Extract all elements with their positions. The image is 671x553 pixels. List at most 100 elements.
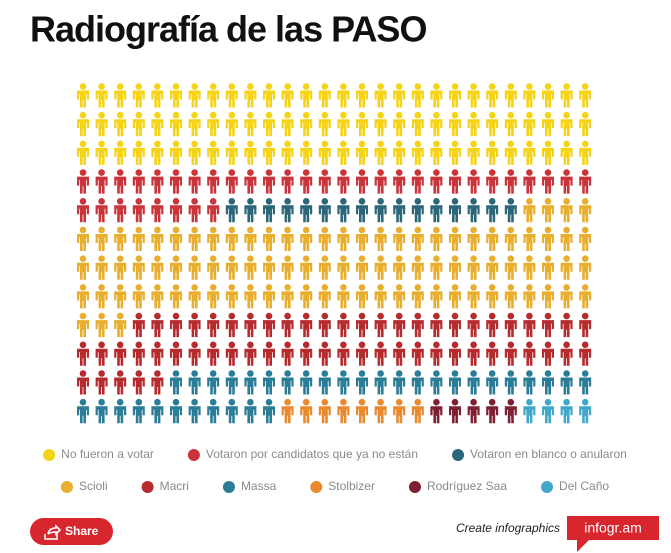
icon-body bbox=[411, 234, 424, 251]
icon-body bbox=[393, 176, 406, 194]
icon-head bbox=[433, 111, 440, 119]
person-icon bbox=[560, 83, 573, 108]
icon-head bbox=[154, 226, 161, 234]
person-icon bbox=[132, 255, 145, 280]
icon-head bbox=[377, 255, 384, 262]
person-icon bbox=[114, 169, 127, 194]
person-icon bbox=[337, 111, 350, 137]
person-icon bbox=[300, 226, 313, 251]
legend-swatch bbox=[222, 481, 235, 493]
legend-label: Stolbizer bbox=[328, 479, 375, 493]
icon-head bbox=[116, 284, 124, 291]
icon-body bbox=[225, 176, 238, 194]
icon-head bbox=[433, 83, 440, 90]
person-icon bbox=[225, 370, 238, 395]
person-icon bbox=[504, 198, 517, 223]
person-icon bbox=[281, 140, 294, 165]
icon-body bbox=[356, 119, 368, 137]
person-icon bbox=[95, 140, 108, 165]
icon-head bbox=[135, 370, 143, 377]
cta[interactable]: Create infographics bbox=[456, 521, 560, 535]
icon-body bbox=[151, 147, 164, 165]
icon-body bbox=[300, 291, 313, 309]
icon-body bbox=[95, 377, 108, 395]
icon-body bbox=[579, 205, 592, 223]
person-icon bbox=[244, 83, 257, 108]
person-icon bbox=[77, 370, 89, 395]
icon-head bbox=[340, 398, 347, 406]
icon-head bbox=[563, 284, 570, 291]
person-icon bbox=[263, 370, 275, 395]
icon-body bbox=[579, 234, 592, 251]
icon-head bbox=[377, 370, 384, 377]
icon-body bbox=[169, 234, 182, 251]
share-label: Share bbox=[65, 524, 99, 538]
person-icon bbox=[188, 370, 201, 395]
person-icon bbox=[430, 398, 443, 424]
person-icon bbox=[393, 169, 406, 194]
icon-body bbox=[467, 234, 480, 251]
legend-swatch bbox=[541, 481, 554, 493]
person-icon bbox=[77, 111, 89, 137]
icon-body bbox=[169, 377, 182, 395]
icon-head bbox=[395, 312, 403, 320]
icon-body bbox=[151, 291, 164, 309]
person-icon bbox=[95, 255, 108, 280]
icon-head bbox=[98, 341, 105, 349]
icon-head bbox=[302, 111, 310, 119]
icon-head bbox=[228, 255, 236, 262]
icon-head bbox=[414, 111, 422, 119]
icon-body bbox=[467, 90, 480, 108]
icon-head bbox=[191, 111, 198, 119]
person-icon bbox=[337, 370, 350, 395]
icon-head bbox=[581, 226, 589, 234]
icon-head bbox=[172, 169, 180, 176]
icon-body bbox=[263, 147, 275, 165]
icon-head bbox=[247, 111, 254, 119]
person-icon bbox=[504, 83, 517, 108]
person-icon bbox=[318, 284, 331, 309]
brand[interactable]: infogr.am bbox=[567, 516, 659, 552]
person-icon bbox=[374, 341, 387, 366]
person-icon bbox=[430, 111, 443, 137]
person-icon bbox=[151, 169, 164, 194]
icon-body bbox=[337, 348, 350, 366]
person-icon bbox=[486, 370, 499, 395]
icon-head bbox=[284, 226, 291, 234]
icon-head bbox=[135, 255, 143, 262]
person-icon bbox=[504, 312, 517, 338]
person-icon bbox=[467, 83, 480, 108]
icon-head bbox=[172, 83, 180, 90]
icon-head bbox=[544, 140, 552, 148]
person-icon bbox=[281, 255, 294, 280]
person-icon bbox=[523, 255, 536, 280]
person-icon bbox=[579, 198, 592, 223]
icon-head bbox=[340, 198, 347, 205]
icon-body bbox=[393, 348, 406, 366]
legend-label: Rodríguez Saa bbox=[427, 479, 507, 493]
icon-body bbox=[560, 320, 573, 338]
person-icon bbox=[244, 198, 257, 223]
person-icon bbox=[244, 255, 257, 280]
icon-body bbox=[542, 348, 554, 366]
icon-body bbox=[374, 90, 387, 108]
icon-body bbox=[77, 406, 89, 424]
icon-head bbox=[563, 255, 570, 262]
person-icon bbox=[95, 284, 108, 309]
person-icon bbox=[300, 83, 313, 108]
person-icon bbox=[449, 255, 461, 280]
person-icon bbox=[449, 226, 461, 251]
icon-body bbox=[374, 377, 387, 395]
person-icon bbox=[225, 226, 238, 251]
share-button[interactable]: Share bbox=[30, 518, 113, 545]
icon-body bbox=[504, 147, 517, 165]
person-icon bbox=[337, 83, 350, 108]
icon-body bbox=[504, 406, 517, 424]
person-icon bbox=[207, 255, 220, 280]
person-icon bbox=[114, 226, 127, 251]
person-icon bbox=[486, 398, 499, 424]
person-icon bbox=[356, 140, 368, 165]
icon-head bbox=[488, 398, 496, 406]
person-icon bbox=[300, 111, 313, 137]
icon-body bbox=[132, 119, 145, 137]
